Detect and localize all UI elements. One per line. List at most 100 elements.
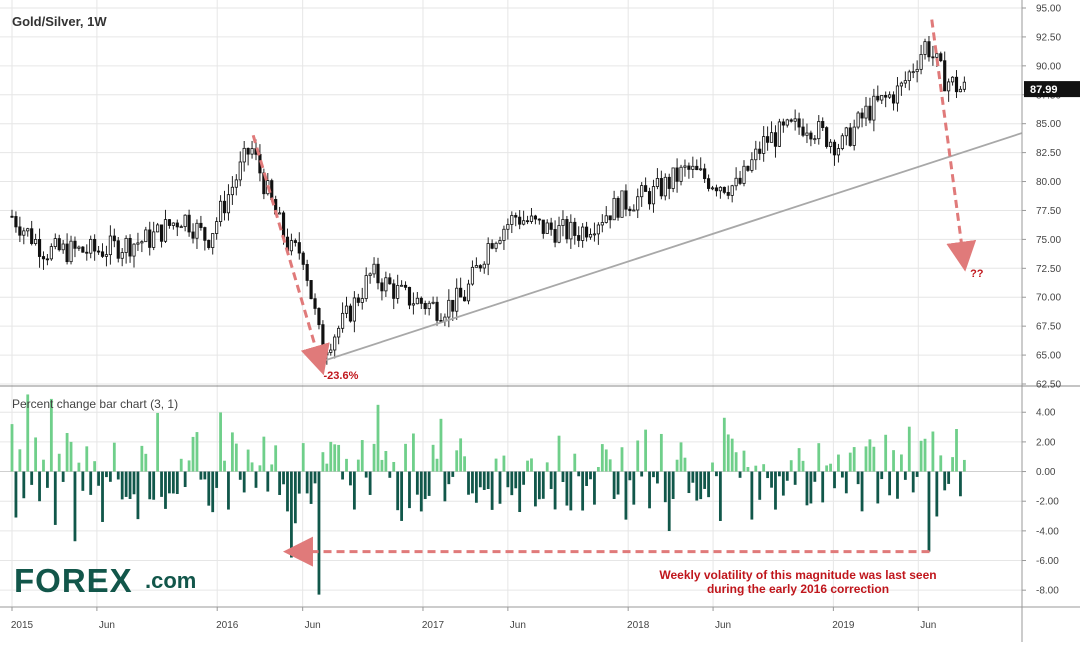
candle-body (915, 68, 919, 73)
candle (191, 223, 195, 244)
pct-change-bar (341, 471, 344, 480)
pct-change-bar (376, 404, 380, 472)
candle-body (478, 265, 482, 269)
pct-change-bar (498, 471, 502, 504)
pct-change-bar (404, 443, 407, 472)
candle-body (754, 148, 758, 161)
candle-body (608, 215, 612, 221)
candle (234, 174, 238, 196)
candle-body (321, 324, 325, 356)
pct-change-bar (530, 458, 533, 472)
annotation-label: -23.6% (324, 370, 359, 382)
candle (238, 151, 242, 187)
candle-body (124, 237, 128, 253)
candle (384, 271, 388, 297)
candle (640, 182, 644, 207)
candle-body (596, 224, 600, 235)
pct-change-bar (738, 471, 742, 478)
y-tick-label: 90.00 (1036, 61, 1061, 72)
candle-body (529, 215, 534, 222)
pct-change-bar (486, 471, 490, 490)
volatility-note: Weekly volatility of this magnitude was … (659, 568, 936, 582)
candle (565, 215, 569, 244)
candle (356, 293, 360, 307)
candle-body (49, 246, 53, 260)
candle (522, 210, 526, 226)
pct-change-bar (919, 440, 923, 472)
pct-change-bar (101, 471, 104, 522)
pct-change-bar (467, 471, 470, 495)
candle-body (931, 56, 935, 59)
candle-body (179, 226, 183, 229)
candle-body (836, 148, 841, 156)
candle-body (211, 233, 215, 248)
candle-body (785, 119, 789, 126)
pct-change-bar (290, 471, 293, 558)
pct-change-bar (884, 434, 888, 472)
candle (718, 186, 722, 199)
pct-change-bar (903, 471, 907, 480)
x-tick-label: Jun (920, 620, 936, 631)
candle (880, 95, 884, 105)
candle-body (848, 127, 852, 146)
pct-change-bar (833, 471, 836, 489)
candle (443, 313, 447, 327)
candle-body (183, 214, 187, 228)
candle (124, 235, 128, 264)
candle (766, 126, 770, 151)
candle-body (730, 185, 734, 196)
candle (77, 245, 81, 251)
pct-change-bar (455, 450, 459, 472)
pct-change-bar (896, 471, 899, 499)
pct-change-bar (648, 471, 651, 509)
pct-change-bar (360, 440, 364, 472)
pct-change-bar (356, 459, 360, 472)
candle (612, 190, 616, 221)
candle (104, 245, 109, 267)
candle-body (903, 80, 907, 84)
candle (754, 140, 758, 170)
pct-change-bar (128, 471, 132, 499)
pct-change-bar (471, 471, 474, 494)
candle-body (884, 95, 888, 98)
candle-body (518, 216, 522, 225)
pct-change-bar (880, 471, 884, 480)
pct-change-bar (518, 471, 522, 513)
candle (809, 130, 813, 147)
candle-body (175, 222, 179, 228)
candle-body (37, 239, 42, 257)
pct-change-bar (557, 435, 561, 472)
candle (671, 167, 675, 193)
pct-change-bar (364, 471, 368, 478)
candle (651, 179, 656, 213)
candle-body (789, 119, 793, 122)
candle (758, 141, 762, 161)
candle (927, 35, 931, 62)
candle (144, 226, 148, 243)
candle (667, 173, 671, 200)
candle (553, 220, 557, 248)
pct-change-bar (687, 471, 691, 494)
pct-change-bar (250, 462, 254, 472)
pct-change-bar (746, 467, 750, 472)
candle-body (817, 121, 821, 140)
candle (364, 267, 368, 302)
pct-change-bar (238, 471, 242, 480)
candle-body (191, 231, 195, 239)
candle-body (852, 126, 856, 146)
candle (226, 184, 231, 221)
pct-change-bar (435, 458, 439, 472)
candle-body (396, 285, 400, 299)
candle (573, 217, 577, 245)
pct-change-bar (227, 471, 230, 510)
candle-body (647, 191, 652, 205)
candle-body (813, 138, 817, 141)
candle (699, 157, 703, 171)
pct-change-bar (380, 459, 384, 472)
pct-change-bar (400, 471, 404, 521)
pct-change-bar (423, 471, 427, 500)
candle-body (624, 190, 628, 210)
candle-body (927, 41, 931, 58)
candle (616, 196, 620, 221)
